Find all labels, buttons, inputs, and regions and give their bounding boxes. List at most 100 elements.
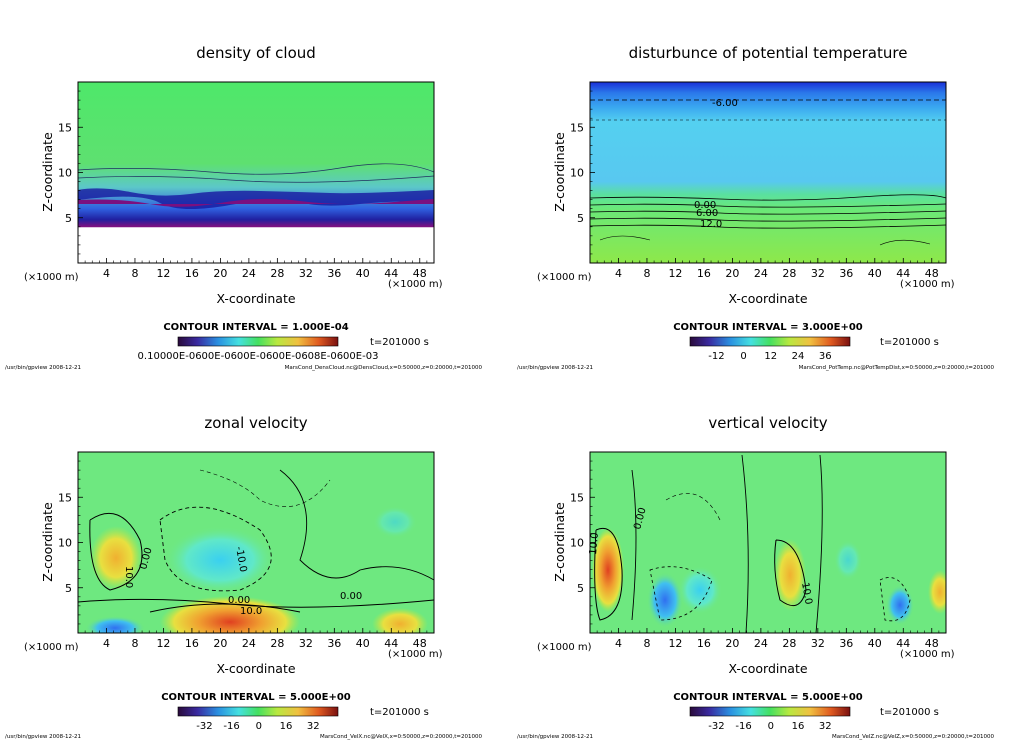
x-tick-label: 36 (839, 267, 853, 280)
x-tick-label: 20 (213, 267, 227, 280)
x-unit-label: (×1000 m) (388, 649, 443, 660)
x-axis-label: X-coordinate (728, 291, 807, 306)
x-tick-label: 24 (754, 637, 768, 650)
panel-zonal-velocity: zonal velocity 10.0 0.00 -10.0 0.00 10.0… (5, 414, 482, 740)
x-tick-label: 24 (754, 267, 768, 280)
x-tick-label: 40 (356, 637, 370, 650)
colorbar-tick-label: 16 (792, 721, 805, 732)
colorbar-tick-label: -16 (223, 721, 239, 732)
colorbar-tick-label: 0 (256, 721, 262, 732)
panel-vertical-velocity: vertical velocity 10.0 0.00 10.0 4 8 12 16 2… (517, 414, 994, 740)
x-tick-label: 4 (615, 267, 622, 280)
time-label: t=201000 s (370, 337, 429, 348)
contour-labels: 10.0 0.00 -10.0 0.00 10.0 0.00 (123, 546, 362, 617)
colorbar (177, 336, 339, 347)
footer-right: MarsCond_VelZ.nc@VelZ,x=0:50000,z=0:2000… (832, 734, 995, 740)
colorbar-tick-label: 16 (280, 721, 293, 732)
colorbar-tick-label: -32 (196, 721, 212, 732)
contour-label: 0.00 (340, 591, 362, 602)
colorbar-tick-label: 32 (819, 721, 832, 732)
x-tick-label: 28 (782, 267, 796, 280)
x-tick-label: 44 (384, 267, 398, 280)
x-tick-label: 4 (103, 267, 110, 280)
x-unit-label: (×1000 m) (388, 279, 443, 290)
panel-density-of-cloud: density of cloud 4 8 12 16 20 24 28 32 36 40 44 48 … (5, 44, 482, 371)
contour-interval: CONTOUR INTERVAL = 3.000E+00 (673, 322, 863, 333)
colorbar (177, 706, 339, 717)
x-tick-labels: 4 8 12 16 20 24 28 32 36 40 44 48 (596, 258, 940, 280)
x-tick-label: 40 (868, 637, 882, 650)
footer-left: /usr/bin/gpview 2008-12-21 (517, 365, 593, 371)
colorbar-tick-label: -32 (708, 721, 724, 732)
x-tick-label: 32 (299, 267, 313, 280)
x-tick-label: 8 (131, 267, 138, 280)
x-tick-labels: 4 8 12 16 20 24 28 32 36 40 44 48 (84, 628, 428, 650)
y-tick-label: 10 (58, 167, 72, 180)
chart-title: disturbunce of potential temperature (629, 44, 908, 62)
x-tick-label: 12 (156, 637, 170, 650)
y-unit-label: (×1000 m) (24, 642, 79, 653)
y-tick-label: 15 (570, 491, 584, 504)
x-tick-label: 4 (615, 637, 622, 650)
x-tick-labels: 4 8 12 16 20 24 28 32 36 40 44 48 (84, 258, 428, 280)
heatmap-field (590, 452, 946, 633)
x-tick-label: 28 (270, 637, 284, 650)
panel-potential-temperature: disturbunce of potential temperature -6.… (517, 44, 994, 371)
y-tick-label: 15 (58, 491, 72, 504)
heatmap-field (78, 82, 434, 263)
x-axis-label: X-coordinate (216, 661, 295, 676)
colorbar (689, 336, 851, 347)
colorbar-tick-labels: -12 0 12 24 36 (708, 351, 831, 362)
chart-title: density of cloud (196, 44, 316, 62)
y-tick-label: 10 (570, 537, 584, 550)
y-tick-label: 5 (65, 212, 72, 225)
time-label: t=201000 s (370, 707, 429, 718)
x-tick-labels: 4 8 12 16 20 24 28 32 36 40 44 48 (596, 628, 940, 650)
contour-interval: CONTOUR INTERVAL = 5.000E+00 (161, 692, 351, 703)
x-tick-label: 32 (299, 637, 313, 650)
contour-labels: -6.00 0.00 6.00 12.0 (694, 98, 738, 230)
x-tick-label: 44 (896, 267, 910, 280)
colorbar-label: 0.10000E-0600E-0600E-0600E-0608E-0600E-0… (138, 351, 379, 362)
contour-label: -10.0 (233, 546, 248, 573)
x-tick-label: 20 (725, 637, 739, 650)
y-tick-label: 10 (58, 537, 72, 550)
time-label: t=201000 s (880, 707, 939, 718)
x-tick-label: 48 (925, 267, 939, 280)
x-axis-label: X-coordinate (728, 661, 807, 676)
contour-interval: CONTOUR INTERVAL = 1.000E-04 (163, 322, 348, 333)
x-tick-label: 32 (811, 637, 825, 650)
colorbar-tick-label: 0 (768, 721, 774, 732)
x-tick-label: 28 (270, 267, 284, 280)
y-tick-label: 10 (570, 167, 584, 180)
y-axis-label: Z-coordinate (552, 502, 567, 582)
x-tick-label: 16 (697, 267, 711, 280)
x-tick-label: 24 (242, 637, 256, 650)
footer-right: MarsCond_VelX.nc@VelX,x=0:50000,z=0:2000… (320, 734, 483, 740)
y-axis-label: Z-coordinate (40, 132, 55, 212)
chart-title: vertical velocity (708, 414, 827, 432)
x-tick-label: 36 (327, 267, 341, 280)
contour-label: 10.0 (240, 606, 262, 617)
y-unit-label: (×1000 m) (24, 272, 79, 283)
y-axis-label: Z-coordinate (40, 502, 55, 582)
contour-label: 0.00 (694, 200, 716, 211)
footer-left: /usr/bin/gpview 2008-12-21 (517, 734, 593, 740)
y-tick-label: 15 (570, 121, 584, 134)
contour-label: 0.00 (228, 595, 250, 606)
x-tick-label: 28 (782, 637, 796, 650)
x-tick-label: 20 (213, 637, 227, 650)
footer-left: /usr/bin/gpview 2008-12-21 (5, 734, 81, 740)
colorbar-tick-label: -12 (708, 351, 724, 362)
x-unit-label: (×1000 m) (900, 279, 955, 290)
colorbar-tick-label: 0 (740, 351, 746, 362)
footer-right: MarsCond_DensCloud.nc@DensCloud,x=0:5000… (285, 365, 483, 371)
x-tick-label: 48 (413, 267, 427, 280)
y-tick-labels: 5 10 15 (570, 460, 595, 625)
colorbar-tick-label: 32 (307, 721, 320, 732)
y-tick-label: 15 (58, 121, 72, 134)
x-tick-label: 44 (384, 637, 398, 650)
y-tick-labels: 5 10 15 (570, 90, 595, 255)
x-tick-label: 40 (868, 267, 882, 280)
